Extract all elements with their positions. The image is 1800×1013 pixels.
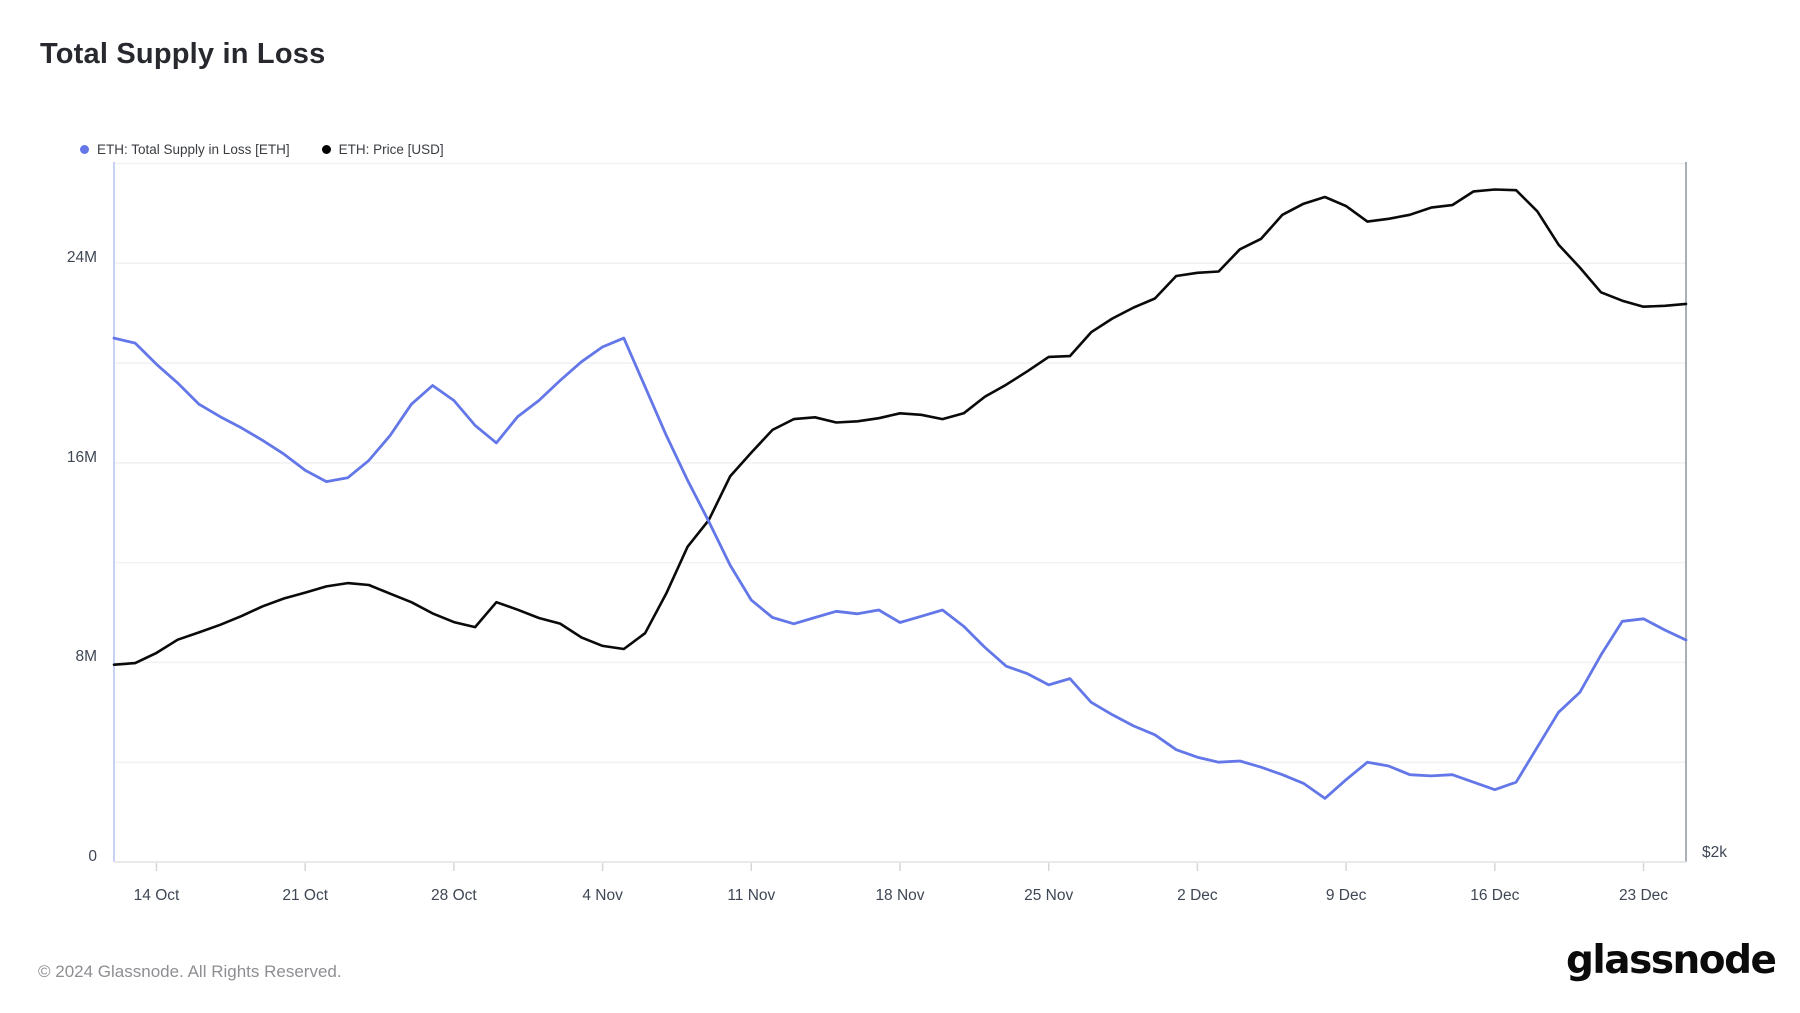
y-axis-tick-label: 8M bbox=[75, 648, 97, 666]
price-line-series bbox=[112, 188, 1688, 667]
x-axis-tick-label: 21 Oct bbox=[282, 887, 329, 904]
page-title: Total Supply in Loss bbox=[40, 38, 326, 70]
x-axis-tick-label: 4 Nov bbox=[582, 887, 623, 904]
y-axis-tick-label: 24M bbox=[66, 249, 97, 267]
glassnode-logo[interactable]: glassnode bbox=[1566, 938, 1777, 983]
legend-item-supply[interactable]: ETH: Total Supply in Loss [ETH] bbox=[80, 142, 290, 157]
x-axis-tick-label: 23 Dec bbox=[1618, 887, 1669, 904]
legend-label-supply: ETH: Total Supply in Loss [ETH] bbox=[97, 142, 290, 157]
x-axis-tick-label: 18 Nov bbox=[875, 887, 925, 904]
x-axis-tick-label: 28 Oct bbox=[431, 887, 477, 904]
x-axis-tick-label: 11 Nov bbox=[727, 887, 776, 904]
x-axis-tick-label: 16 Dec bbox=[1470, 887, 1520, 904]
legend-item-price[interactable]: ETH: Price [USD] bbox=[321, 142, 444, 157]
x-axis-tick-label: 14 Oct bbox=[133, 887, 180, 904]
price-series-dot-icon bbox=[321, 145, 331, 154]
gridlines bbox=[114, 162, 1686, 763]
copyright-text: © 2024 Glassnode. All Rights Reserved. bbox=[38, 962, 342, 981]
supply-in-loss-line-series bbox=[112, 336, 1688, 800]
y-axis-tick-label: 16M bbox=[66, 448, 97, 466]
chart-legend: ETH: Total Supply in Loss [ETH] ETH: Pri… bbox=[80, 142, 444, 157]
legend-label-price: ETH: Price [USD] bbox=[338, 142, 444, 157]
supply-series-dot-icon bbox=[80, 145, 89, 154]
x-axis-tick-label: 2 Dec bbox=[1177, 887, 1218, 904]
x-axis-tick-label: 25 Nov bbox=[1024, 887, 1074, 904]
y-axis-tick-label: 0 bbox=[88, 848, 97, 865]
right-axis-price-label: $2k bbox=[1702, 844, 1727, 861]
x-axis-tick-marks bbox=[155, 863, 1645, 871]
x-axis-tick-label: 9 Dec bbox=[1325, 887, 1367, 904]
